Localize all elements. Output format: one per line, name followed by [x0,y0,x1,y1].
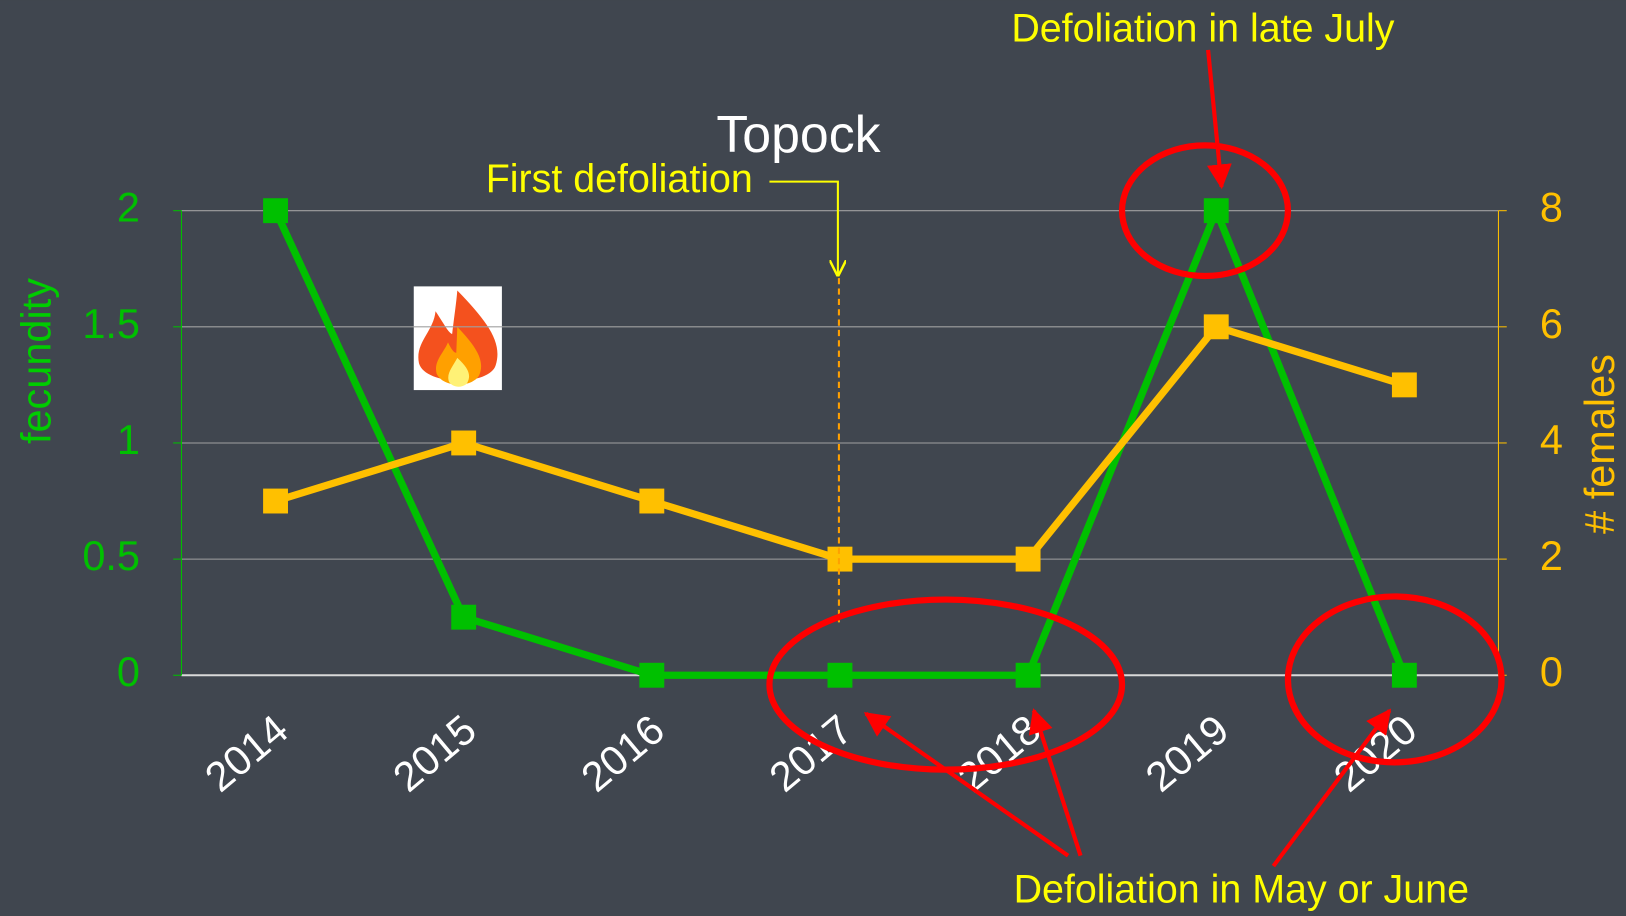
series-marker [1015,546,1041,572]
flame-icon [413,286,502,391]
y2-tick-label: 8 [1540,184,1563,231]
series-marker [639,488,665,514]
series-marker [1203,198,1229,224]
series-marker [451,430,477,456]
annotation-arrow [769,180,837,275]
y2-tick-label: 4 [1540,416,1563,463]
chart-title: Topock [716,105,880,163]
y-tick-label: 1 [117,416,140,463]
series-marker [451,604,477,630]
annotation: Defoliation in May or June [1014,867,1469,911]
annotation: First defoliation [486,157,753,201]
y2-tick-label: 6 [1540,300,1563,347]
series-marker [263,198,288,224]
series-marker [1015,662,1041,688]
y-axis-label: fecundity [12,278,59,444]
series-marker [1391,372,1417,398]
y2-tick-label: 2 [1540,532,1563,579]
y-tick-label: 1.5 [82,300,140,347]
annotation-arrow [1206,49,1232,190]
series-marker [1391,662,1417,688]
y-tick-label: 0 [117,648,140,695]
y2-axis-label: # females [1576,354,1623,534]
y2-tick-label: 0 [1540,648,1563,695]
highlight-circle [1284,593,1505,766]
y-tick-label: 0.5 [82,532,140,579]
series-marker [263,488,288,514]
series-marker [827,546,853,572]
annotations: First defoliation Defoliation in late Ju… [486,7,1505,911]
series-marker [639,662,665,688]
annotation-arrow [1028,708,1083,857]
series-marker [1203,314,1229,340]
annotation-arrow [863,711,1070,858]
y-tick-label: 2 [117,184,140,231]
highlight-circle [1118,142,1292,280]
annotation-arrow [1271,708,1392,868]
annotation: Defoliation in late July [1011,7,1394,51]
series-marker [827,662,853,688]
